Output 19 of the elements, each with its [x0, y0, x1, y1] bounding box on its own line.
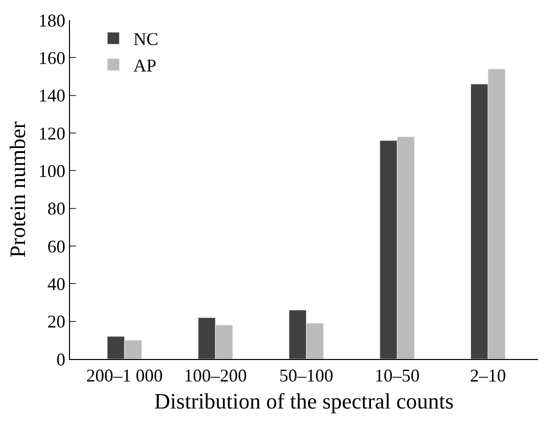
- y-tick-label: 160: [38, 48, 66, 68]
- y-tick-label: 0: [56, 349, 66, 370]
- y-axis-title: Protein number: [5, 120, 30, 258]
- x-axis-title: Distribution of the spectral counts: [154, 388, 454, 414]
- x-tick-label: 200–1 000: [86, 366, 163, 386]
- y-tick-label: 140: [38, 86, 66, 106]
- y-tick-label: 20: [47, 312, 66, 332]
- x-tick-label: 2–10: [470, 366, 506, 386]
- legend-label: NC: [133, 29, 158, 50]
- y-tick-label: 40: [47, 274, 66, 294]
- x-tick-label: 50–100: [279, 366, 334, 386]
- y-tick-label: 60: [47, 236, 66, 256]
- y-tick-label: 120: [38, 123, 66, 144]
- x-tick-label: 100–200: [184, 366, 247, 386]
- y-tick-label: 180: [38, 10, 66, 30]
- x-tick-label: 10–50: [374, 366, 420, 386]
- y-tick-label: 100: [38, 160, 66, 181]
- legend-label: AP: [133, 56, 156, 76]
- y-tick-label: 80: [47, 198, 66, 219]
